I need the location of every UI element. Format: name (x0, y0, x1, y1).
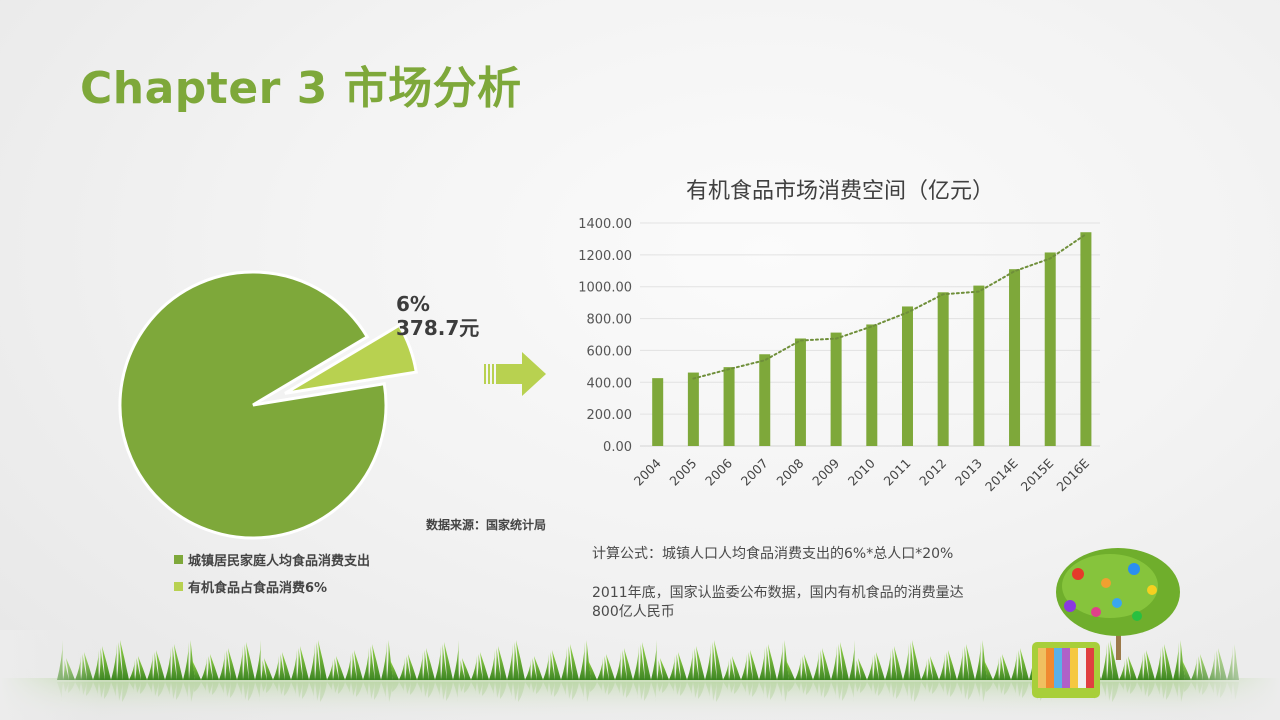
svg-text:400.00: 400.00 (587, 376, 633, 391)
legend-swatch-icon (174, 582, 183, 591)
svg-text:200.00: 200.00 (587, 408, 633, 423)
formula-note: 计算公式：城镇人口人均食品消费支出的6%*总人口*20% (592, 546, 954, 562)
svg-text:2015E: 2015E (1018, 455, 1057, 494)
data-source: 数据来源：国家统计局 (426, 518, 547, 532)
legend-item-food-spending: 城镇居民家庭人均食品消费支出 (174, 546, 370, 573)
legend-item-organic-share: 有机食品占食品消费6% (174, 573, 370, 600)
slide-title: Chapter 3 市场分析 (80, 63, 522, 114)
bar-2007 (759, 354, 771, 446)
svg-text:2005: 2005 (666, 456, 699, 489)
pie-legend: 城镇居民家庭人均食品消费支出 有机食品占食品消费6% (174, 546, 370, 600)
svg-text:2016E: 2016E (1053, 455, 1092, 494)
svg-text:2010: 2010 (845, 455, 878, 488)
legend-label: 城镇居民家庭人均食品消费支出 (188, 554, 371, 569)
bar-2013 (973, 285, 985, 446)
pie-slice-organic (284, 323, 418, 395)
bar-2014E (1009, 269, 1021, 446)
pie-chart (118, 270, 418, 540)
bar-2005 (687, 372, 699, 446)
svg-text:2004: 2004 (631, 455, 664, 488)
bar-2012 (937, 292, 949, 446)
bar-2011 (901, 306, 913, 446)
bar-chart-title: 有机食品市场消费空间（亿元） (685, 179, 994, 204)
svg-text:800.00: 800.00 (587, 313, 633, 328)
pie-label-percent: 6% (396, 292, 430, 316)
bar-2004 (652, 378, 664, 446)
svg-text:2006: 2006 (702, 455, 735, 488)
svg-text:2009: 2009 (809, 455, 842, 488)
pie-label-value: 378.7元 (396, 316, 480, 340)
fact-note-line1: 2011年底，国家认监委公布数据，国内有机食品的消费量达 (592, 585, 964, 601)
bar-2006 (723, 367, 735, 446)
pie-slice-food-spending (118, 270, 388, 540)
svg-text:2011: 2011 (881, 456, 914, 489)
pie-slice-label: 6% 378.7元 (396, 292, 479, 340)
svg-text:1200.00: 1200.00 (578, 249, 632, 264)
right-arrow-icon (484, 352, 546, 396)
tree-tv-decoration (1032, 548, 1180, 698)
fact-note-line2: 800亿人民币 (592, 604, 675, 620)
svg-text:2007: 2007 (738, 456, 771, 489)
legend-label: 有机食品占食品消费6% (188, 581, 328, 596)
svg-text:2008: 2008 (773, 455, 806, 488)
legend-swatch-icon (174, 555, 183, 564)
svg-text:2014E: 2014E (982, 455, 1021, 494)
svg-text:600.00: 600.00 (587, 344, 633, 359)
svg-text:1000.00: 1000.00 (578, 281, 632, 296)
bar-2010 (866, 324, 878, 446)
bar-2009 (830, 332, 842, 446)
svg-text:0.00: 0.00 (603, 440, 632, 455)
bar-2015E (1044, 252, 1056, 446)
bar-2016E (1080, 232, 1092, 446)
bar-2008 (794, 338, 806, 446)
svg-text:2012: 2012 (916, 456, 949, 489)
svg-text:1400.00: 1400.00 (578, 217, 632, 232)
bar-chart: 0.00 200.00 400.00 600.00 800.00 1000.00 1200.… (578, 217, 1100, 494)
svg-text:2013: 2013 (952, 456, 985, 489)
